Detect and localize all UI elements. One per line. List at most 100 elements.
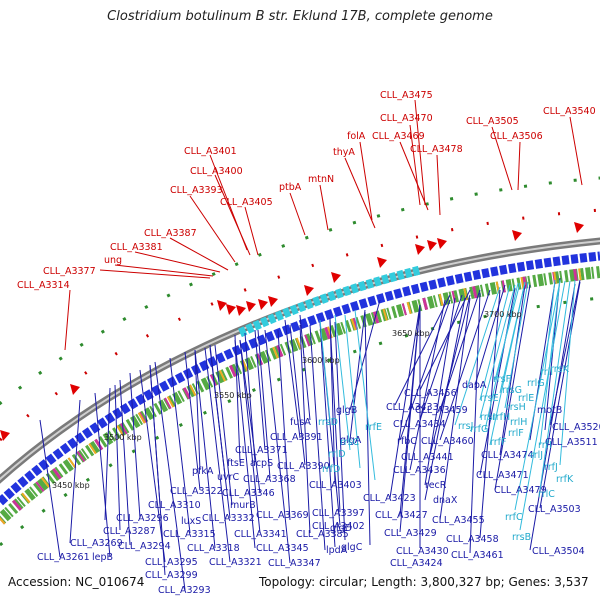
forward-strand-arrows [0, 222, 584, 441]
gene-label: motB [537, 405, 562, 416]
gene-label: rrsF [493, 374, 511, 385]
gene-label: CLL_A3474 [481, 450, 534, 461]
gene-label: glgC [341, 542, 363, 553]
gene-label: rrsD [318, 417, 338, 428]
kbp-label-3500: 3500 kbp [104, 433, 142, 442]
gene-label: CLL_A3460 [421, 436, 474, 447]
gene-label: CLL_A3345 [256, 543, 309, 554]
gene-label: CLL_A3296 [116, 513, 169, 524]
gene-label: CLL_A3403 [309, 480, 362, 491]
gene-label: rrsC [340, 437, 360, 448]
gene-label: CLL_A3520 [552, 422, 600, 433]
gene-label: CLL_A3471 [476, 470, 529, 481]
gene-label: CLL_A3455 [432, 515, 485, 526]
forward-leader-lines [64, 99, 583, 351]
gene-label: rrlG [527, 378, 545, 389]
accession-text: Accession: NC_010674 [8, 575, 145, 589]
gene-label: ftsE [227, 458, 245, 469]
gene-label: CLL_A3391 [270, 432, 323, 443]
gene-label: luxS [181, 516, 201, 527]
gene-label: CLL_A3369 [256, 510, 309, 521]
gene-label: rrfK [556, 474, 574, 485]
kbp-label-3650: 3650 kbp [392, 329, 430, 338]
gene-label: rrfJ [544, 462, 558, 473]
gene-label: CLL_A3469 [372, 131, 425, 142]
gene-label: CLL_A3504 [532, 546, 585, 557]
gene-label: rrsE [480, 393, 499, 404]
gene-label: rrfD [322, 464, 340, 475]
gene-label: rrfC [505, 512, 523, 523]
reverse-leader-lines [39, 277, 581, 591]
gene-label: folA [347, 131, 366, 142]
gene-label: glgA [340, 435, 362, 446]
gene-label: CLL_A3310 [148, 500, 201, 511]
rna-gene-labels: rrsK rrsF rrsG rrsE rrsH rrsI rrsJ rrsD … [318, 364, 574, 543]
gene-label: CLL_A3261 [37, 552, 90, 563]
gene-label: rfbC [397, 436, 417, 447]
map-title: Clostridium botulinum B str. Eklund 17B,… [107, 9, 493, 24]
gene-label: CLL_A3377 [43, 266, 96, 277]
gene-label: CLL_A3397 [312, 508, 365, 519]
kbp-label-3700: 3700 kbp [484, 310, 522, 319]
gene-label: CLL_A3511 [545, 437, 598, 448]
gene-label: glgB [336, 405, 357, 416]
gene-label: CLL_A3346 [222, 488, 275, 499]
gene-label: CLL_A3341 [234, 529, 287, 540]
gene-label: CLL_A3400 [190, 166, 243, 177]
gene-label: lepB [92, 552, 113, 563]
gene-label: rrlE [518, 393, 534, 404]
gene-label: CLL_A3294 [118, 541, 171, 552]
gene-label: uvrC [217, 472, 240, 483]
gene-label: ung [104, 255, 122, 266]
gene-label: recR [425, 480, 447, 491]
gene-label: rrfF [490, 437, 506, 448]
gene-label: rrsK [550, 364, 570, 375]
kbp-label-3600: 3600 kbp [302, 356, 340, 365]
gene-label: rrfH [492, 412, 510, 423]
gene-label: CLL_A3540 [543, 106, 596, 117]
gene-label: CLL_A3505 [466, 116, 519, 127]
gene-label: rrsH [506, 402, 526, 413]
gene-label: CLL_A3390 [277, 461, 330, 472]
gene-label: dnaX [433, 495, 458, 506]
gene-label: rrsJ [458, 421, 473, 432]
gene-label: glgD [330, 523, 352, 534]
gene-label: dapA [462, 380, 487, 391]
gene-label: rrlH [510, 417, 527, 428]
gene-label: CLL_A3433 [386, 402, 439, 413]
gene-label: CLL_A3332 [202, 513, 255, 524]
rna-cluster-track [238, 265, 422, 338]
gene-label: CLL_A3456 [404, 388, 457, 399]
gene-label: CLL_A3318 [187, 543, 240, 554]
gene-label: CLL_A3458 [446, 534, 499, 545]
gene-label: CLL_A3459 [415, 405, 468, 416]
gene-label: acpS [250, 458, 273, 469]
gene-label: CLL_A3393 [170, 185, 223, 196]
gene-label: CLL_A3424 [390, 558, 443, 569]
gene-label: CLL_A3322 [170, 486, 223, 497]
gene-label: murB [230, 500, 256, 511]
gene-label: CLL_A3506 [490, 131, 543, 142]
reverse-gene-labels: CLL_A3456 dapA CLL_A3433 glgB CLL_A3459 … [37, 380, 600, 596]
forward-gene-labels: CLL_A3475 CLL_A3540 CLL_A3470 CLL_A3505 … [17, 90, 596, 291]
gene-label: CLL_A3479 [494, 485, 547, 496]
gene-label: CLL_A3427 [375, 510, 428, 521]
gene-label: lpdA [326, 545, 348, 556]
gene-label: CLL_A3321 [209, 557, 262, 568]
gene-label: CLL_A3401 [184, 146, 237, 157]
gene-label: CLL_A3269 [70, 538, 123, 549]
gene-label: rrsI [480, 412, 495, 423]
gene-label: CLL_A3315 [163, 529, 216, 540]
gene-label: CLL_A3287 [103, 526, 156, 537]
gene-label: CLL_A3423 [363, 493, 416, 504]
gene-label: CLL_A3405 [220, 197, 273, 208]
gene-label: CLL_A3381 [110, 242, 163, 253]
kbp-label-3450: 3450 kbp [52, 481, 90, 490]
gene-label: CLL_A3402 [312, 521, 365, 532]
gene-label: rrlJ [530, 450, 543, 461]
gene-label: CLL_A3293 [158, 585, 211, 596]
gene-label: rrlI [540, 367, 553, 378]
gene-label: CLL_A3314 [17, 280, 70, 291]
